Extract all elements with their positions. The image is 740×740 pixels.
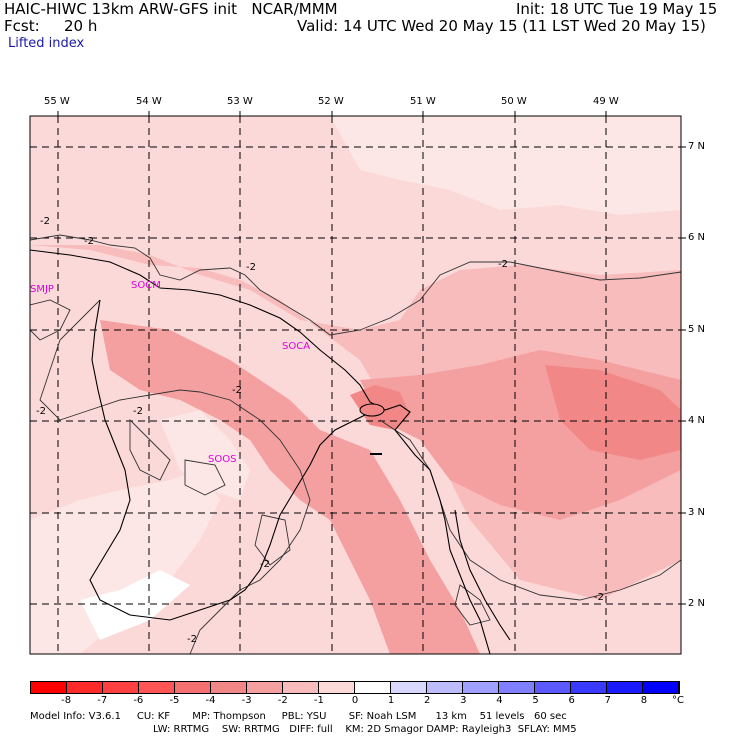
colorbar-tick-label: 7 [604, 695, 611, 706]
colorbar-tick-label: -3 [241, 695, 252, 706]
colorbar-tick-label: 6 [568, 695, 575, 706]
colorbar-swatch [31, 682, 67, 693]
lat-label: 6 N [688, 232, 706, 243]
colorbar-tick-label: -1 [313, 695, 324, 706]
contour-label: -2 [36, 406, 46, 417]
colorbar-tick-label: 3 [460, 695, 467, 706]
colorbar-swatch [571, 682, 607, 693]
lon-label: 53 W [227, 96, 253, 107]
field-weak-center [160, 410, 250, 500]
field-moderate-coast [30, 245, 681, 600]
colorbar-tick-label: -5 [169, 695, 180, 706]
lon-label: 52 W [318, 96, 344, 107]
field-strong-inland [100, 320, 480, 654]
lon-label: 50 W [501, 96, 527, 107]
contour-label: -2 [232, 385, 242, 396]
colorbar-tick-label: 2 [424, 695, 431, 706]
colorbar-unit: °C [672, 695, 684, 706]
lon-label: 51 W [410, 96, 436, 107]
field-weak-interior [30, 470, 220, 654]
init-time: Init: 18 UTC Tue 19 May 15 [516, 0, 718, 18]
colorbar-swatch [67, 682, 103, 693]
contour-label: -2 [246, 262, 256, 273]
field-name: Lifted index [8, 36, 85, 51]
lat-label: 2 N [688, 598, 706, 609]
lon-label: 49 W [593, 96, 619, 107]
estuary-marker [359, 403, 385, 417]
forecast-label: Fcst: [4, 17, 40, 35]
colorbar-tick-label: -2 [277, 695, 288, 706]
colorbar-swatch [535, 682, 571, 693]
colorbar-swatch [211, 682, 247, 693]
valid-time: Valid: 14 UTC Wed 20 May 15 (11 LST Wed … [297, 17, 706, 35]
colorbar-tick-label: 4 [496, 695, 503, 706]
contour-label: -2 [40, 216, 50, 227]
contour-label: -2 [84, 236, 94, 247]
lat-label: 7 N [688, 141, 706, 152]
colorbar-swatch [643, 682, 679, 693]
colorbar-tick-label: -4 [205, 695, 216, 706]
station-label: SMJP [30, 284, 54, 295]
station-label: SOOS [208, 454, 236, 465]
colorbar-tick-label: 0 [351, 695, 359, 706]
colorbar-swatch [283, 682, 319, 693]
coastline [30, 249, 511, 654]
colorbar-swatch [103, 682, 139, 693]
colorbar-swatch [247, 682, 283, 693]
field-weak-south [80, 570, 190, 640]
field-light-band [330, 116, 681, 215]
map-frame [29, 115, 682, 655]
field-strongest-east [545, 365, 681, 460]
lat-label: 5 N [688, 324, 706, 335]
colorbar-swatch [355, 682, 391, 693]
contour-label: -2 [133, 406, 143, 417]
colorbar-swatch [499, 682, 535, 693]
contour-label: -2 [498, 259, 508, 270]
colorbar-tick-label: 8 [640, 695, 648, 706]
colorbar-swatch [463, 682, 499, 693]
colorbar-tick-label: -8 [61, 695, 72, 706]
colorbar-tick-label: 1 [387, 695, 395, 706]
colorbar-swatch [319, 682, 355, 693]
lat-label: 4 N [688, 415, 706, 426]
contour-lines [30, 234, 681, 654]
model-info-line-1: Model Info: V3.6.1 CU: KF MP: Thompson P… [30, 711, 567, 722]
colorbar [30, 681, 680, 694]
model-title: HAIC-HIWC 13km ARW-GFS init NCAR/MMM [4, 0, 338, 18]
colorbar-tick-label: -6 [133, 695, 144, 706]
colorbar-tick-label: -7 [97, 695, 108, 706]
lon-label: 54 W [136, 96, 162, 107]
colorbar-ticks: -8 -7 -6 -5 -4 -3 -2 -1 0 1 2 3 4 5 6 7 8 [0, 695, 740, 709]
contour-label: -2 [187, 634, 197, 645]
lon-label: 55 W [44, 96, 70, 107]
colorbar-swatch [139, 682, 175, 693]
colorbar-swatch [175, 682, 211, 693]
colorbar-swatch [427, 682, 463, 693]
forecast-hour: 20 h [64, 17, 98, 35]
contour-label: -2 [260, 559, 270, 570]
lat-lon-grid [30, 116, 681, 654]
station-label: SOCA [282, 341, 310, 352]
lat-label: 3 N [688, 507, 706, 518]
colorbar-swatch [391, 682, 427, 693]
contour-label: -2 [594, 592, 604, 603]
colorbar-tick-label: 5 [532, 695, 539, 706]
model-info-line-2: LW: RRTMG SW: RRTMG DIFF: full KM: 2D Sm… [153, 724, 577, 735]
station-label: SOCM [131, 280, 161, 291]
colorbar-swatch [607, 682, 643, 693]
